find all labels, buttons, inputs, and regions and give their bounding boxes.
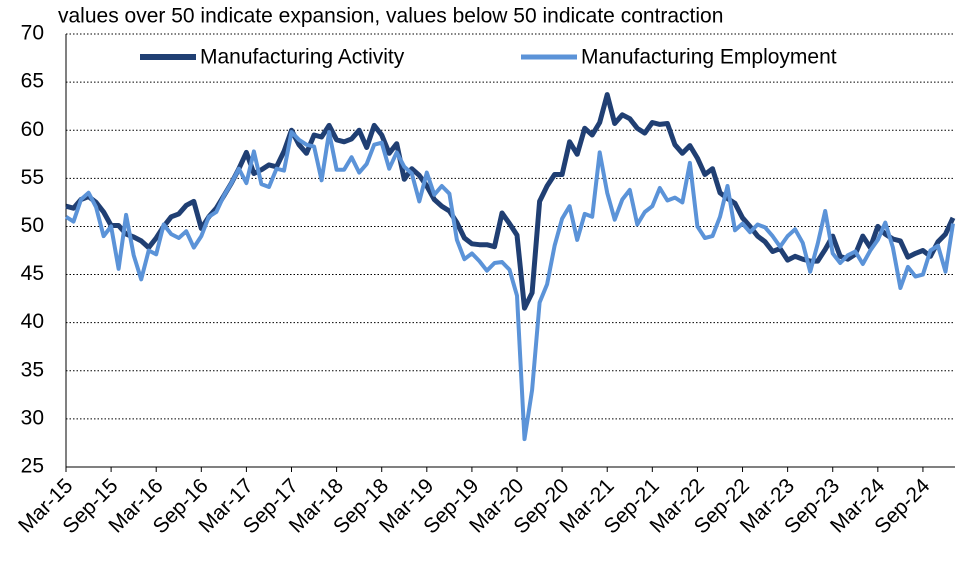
y-tick-label: 25 [21,455,44,478]
chart-subtitle: values over 50 indicate expansion, value… [58,5,723,28]
y-tick-label: 65 [21,70,44,93]
y-tick-label: 40 [21,310,44,333]
y-tick-label: 45 [21,262,44,285]
y-tick-label: 60 [21,118,44,141]
legend-label: Manufacturing Activity [200,46,405,69]
series-line [64,130,955,442]
y-tick-label: 30 [21,406,44,429]
y-tick-label: 70 [21,22,44,45]
legend-label: Manufacturing Employment [581,46,837,69]
y-tick-label: 35 [21,358,44,381]
y-tick-label: 50 [21,214,44,237]
y-tick-label: 55 [21,166,44,189]
